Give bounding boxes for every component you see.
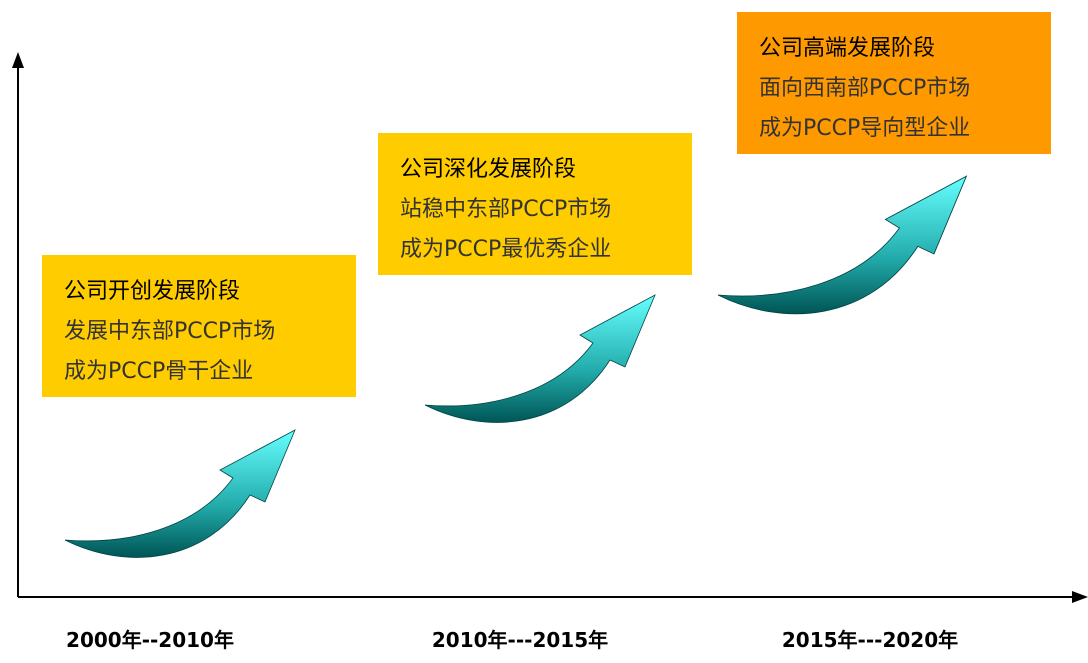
period-label: 2000年--2010年 [66, 628, 234, 652]
growth-arrow [717, 175, 968, 315]
stage-line: 成为PCCP骨干企业 [64, 359, 253, 384]
stage-title: 公司开创发展阶段 [64, 279, 240, 304]
axes [17, 62, 1080, 598]
growth-arrow [424, 294, 656, 423]
period-label: 2010年---2015年 [432, 628, 608, 652]
stage-line: 面向西南部PCCP市场 [759, 76, 970, 101]
period-label: 2015年---2020年 [782, 628, 958, 652]
stage-box [378, 133, 692, 275]
y-arrowhead [12, 52, 24, 68]
x-arrowhead [1072, 591, 1088, 603]
stage-line: 成为PCCP最优秀企业 [400, 237, 611, 262]
stage-title: 公司高端发展阶段 [759, 36, 935, 61]
stage-line: 站稳中东部PCCP市场 [400, 197, 611, 222]
stage-line: 成为PCCP导向型企业 [759, 116, 970, 141]
stage-line: 发展中东部PCCP市场 [64, 319, 275, 344]
stage-title: 公司深化发展阶段 [400, 157, 576, 182]
stage-box [42, 255, 356, 397]
growth-arrow [64, 429, 296, 558]
stage-box [737, 12, 1051, 154]
